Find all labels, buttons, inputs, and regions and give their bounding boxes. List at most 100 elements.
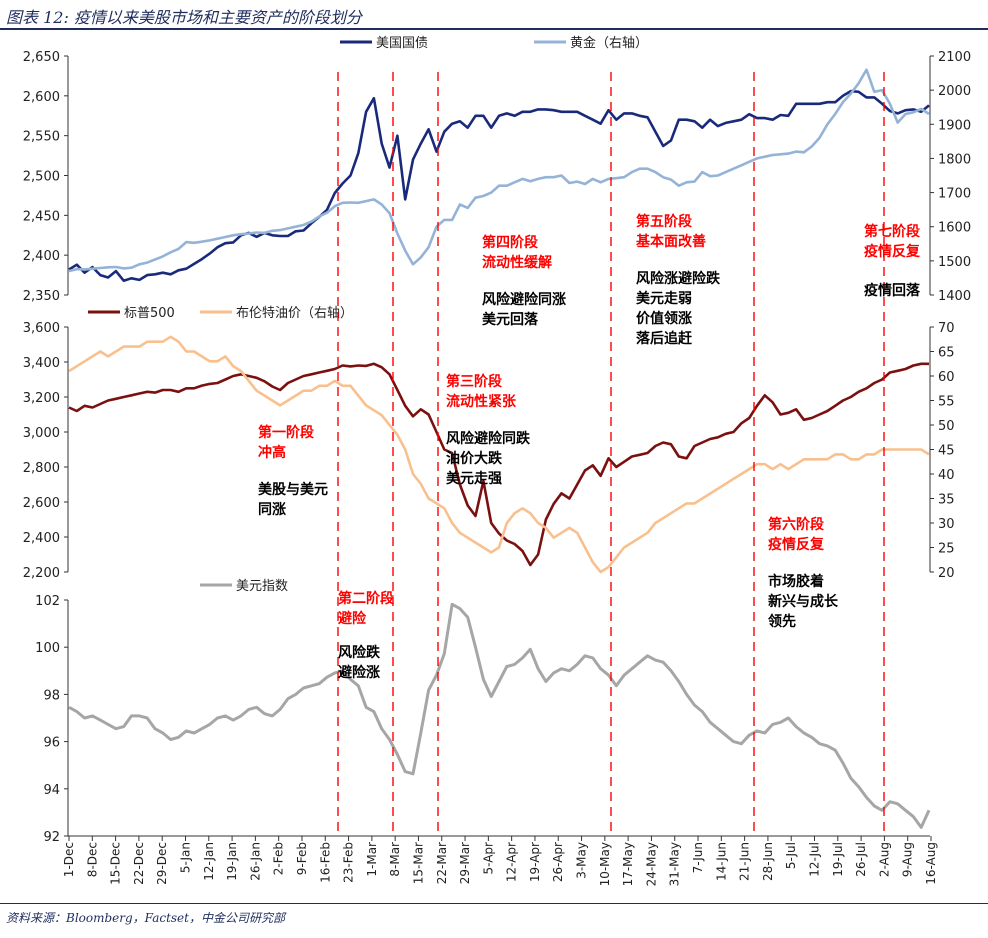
left-axis-tick-label: 92: [43, 830, 60, 845]
x-axis-tick-label: 29-Dec: [155, 842, 169, 885]
phase-title: 第二阶段: [338, 590, 394, 607]
x-axis-tick-label: 10-May: [598, 842, 612, 886]
legend-label: 布伦特油价（右轴）: [236, 306, 353, 321]
left-axis-tick-label: 94: [43, 783, 60, 798]
series-line-黄金-右轴-: [68, 68, 930, 273]
x-axis-tick-label: 17-May: [621, 842, 635, 886]
phase-title: 第一阶段: [258, 424, 314, 441]
x-axis-tick-label: 8-Mar: [388, 842, 402, 877]
right-axis-tick-label: 1400: [938, 289, 971, 304]
left-axis-tick-label: 2,550: [23, 130, 60, 145]
phase-subtitle: 流动性缓解: [482, 254, 552, 271]
left-axis-tick-label: 3,000: [23, 426, 60, 441]
phase-title: 第三阶段: [446, 373, 502, 390]
phase-note: 市场胶着: [768, 573, 824, 590]
x-axis-tick-label: 9-Aug: [901, 842, 915, 877]
x-axis-tick-label: 8-Dec: [85, 842, 99, 877]
right-axis-tick-label: 30: [938, 517, 955, 532]
x-axis-tick-label: 15-Dec: [109, 842, 123, 885]
phase-note: 新兴与成长: [768, 593, 839, 610]
left-axis-tick-label: 2,350: [23, 289, 60, 304]
phase-note: 风险涨避险跌: [636, 270, 721, 287]
x-axis-tick-label: 5-Apr: [481, 842, 495, 875]
x-axis-tick-label: 1-Dec: [62, 842, 76, 877]
phase-title: 第四阶段: [482, 234, 538, 251]
right-axis-tick-label: 2100: [938, 50, 971, 65]
phase-chart: 2,350 2,400 2,450 2,500 2,550 2,600 2,650 1400 1…: [23, 35, 971, 886]
x-axis-tick-label: 29-Mar: [458, 842, 472, 884]
phase-note: 领先: [768, 613, 796, 630]
right-axis-tick-label: 2000: [938, 84, 971, 99]
page-title: 图表 12: 疫情以来美股市场和主要资产的阶段划分: [6, 8, 362, 27]
series-line-美国国债: [68, 89, 930, 283]
left-axis-tick-label: 98: [43, 688, 60, 703]
x-axis-tick-label: 7-Jun: [691, 842, 705, 873]
right-axis-tick-label: 45: [938, 444, 955, 459]
right-axis-tick-label: 1700: [938, 187, 971, 202]
left-axis-tick-label: 2,600: [23, 90, 60, 105]
left-axis-tick-label: 2,800: [23, 461, 60, 476]
left-axis-tick-label: 2,600: [23, 496, 60, 511]
source-note: 资料来源：Bloomberg，Factset，中金公司研究部: [6, 911, 285, 925]
left-axis-tick-label: 2,400: [23, 531, 60, 546]
phase-note: 同涨: [258, 502, 286, 518]
left-axis-tick-label: 96: [43, 736, 60, 751]
x-axis-tick-label: 31-May: [668, 842, 682, 886]
x-axis-tick-label: 16-Aug: [924, 842, 938, 885]
phase-title: 第五阶段: [636, 213, 692, 230]
phase-note: 价值领涨: [636, 310, 692, 327]
left-axis-tick-label: 2,450: [23, 209, 60, 224]
legend-label: 美元指数: [236, 579, 288, 594]
right-axis-tick-label: 70: [938, 321, 955, 336]
left-axis-tick-label: 3,200: [23, 391, 60, 406]
right-axis-tick-label: 20: [938, 566, 955, 581]
legend-label: 美国国债: [376, 36, 428, 51]
phase-note: 避险涨: [338, 664, 380, 681]
phase-subtitle: 疫情反复: [864, 243, 921, 260]
right-axis-tick-label: 40: [938, 468, 955, 483]
phase-note: 风险避险同涨: [482, 291, 566, 308]
legend-label: 标普500: [124, 306, 175, 321]
x-axis-tick-label: 15-Mar: [411, 842, 425, 884]
x-axis-tick-label: 26-Jan: [248, 842, 262, 881]
right-axis-tick-label: 35: [938, 493, 955, 508]
phase-note: 美股与美元: [258, 481, 328, 498]
phase-subtitle: 流动性紧张: [446, 393, 517, 410]
left-axis-tick-label: 3,400: [23, 356, 60, 371]
x-axis-tick-label: 26-Apr: [551, 842, 565, 882]
phase-note: 美元回落: [482, 311, 539, 328]
phase-title: 第七阶段: [864, 223, 920, 240]
x-axis-tick-label: 5-Jul: [784, 842, 798, 869]
x-axis-tick-label: 26-Jul: [854, 842, 868, 877]
legend-label: 黄金（右轴）: [570, 35, 648, 51]
x-axis-tick-label: 22-Mar: [435, 842, 449, 884]
phase-note: 风险避险同跌: [446, 430, 531, 447]
x-axis-tick-label: 19-Jul: [831, 842, 845, 877]
x-axis-tick-label: 22-Dec: [132, 842, 146, 885]
x-axis-tick-label: 21-Jun: [738, 842, 752, 881]
right-axis-tick-label: 55: [938, 395, 955, 410]
phase-subtitle: 避险: [338, 610, 367, 627]
x-axis-tick-label: 24-May: [644, 842, 658, 886]
phase-note: 美元走弱: [636, 290, 692, 307]
phase-title: 第六阶段: [768, 516, 824, 533]
left-axis-tick-label: 102: [35, 594, 60, 609]
x-axis-tick-label: 5-Jan: [178, 842, 192, 873]
x-axis-tick-label: 9-Feb: [295, 842, 309, 875]
x-axis-tick-label: 19-Apr: [528, 842, 542, 882]
x-axis-tick-label: 23-Feb: [342, 842, 356, 883]
series-line-布伦特油价-右轴-: [68, 335, 930, 574]
phase-note: 风险跌: [338, 644, 381, 661]
right-axis-tick-label: 25: [938, 542, 955, 557]
x-axis-tick-label: 1-Mar: [365, 842, 379, 877]
left-axis-tick-label: 100: [35, 641, 60, 656]
x-axis-tick-label: 28-Jun: [761, 842, 775, 881]
left-axis-tick-label: 2,650: [23, 50, 60, 65]
x-axis-tick-label: 12-Apr: [505, 842, 519, 882]
x-axis-tick-label: 16-Feb: [318, 842, 332, 883]
x-axis-tick-label: 14-Jun: [714, 842, 728, 881]
phase-subtitle: 基本面改善: [636, 233, 706, 250]
phase-note: 落后追赶: [636, 330, 693, 347]
x-axis-tick-label: 3-May: [575, 842, 589, 879]
right-axis-tick-label: 1600: [938, 221, 971, 236]
